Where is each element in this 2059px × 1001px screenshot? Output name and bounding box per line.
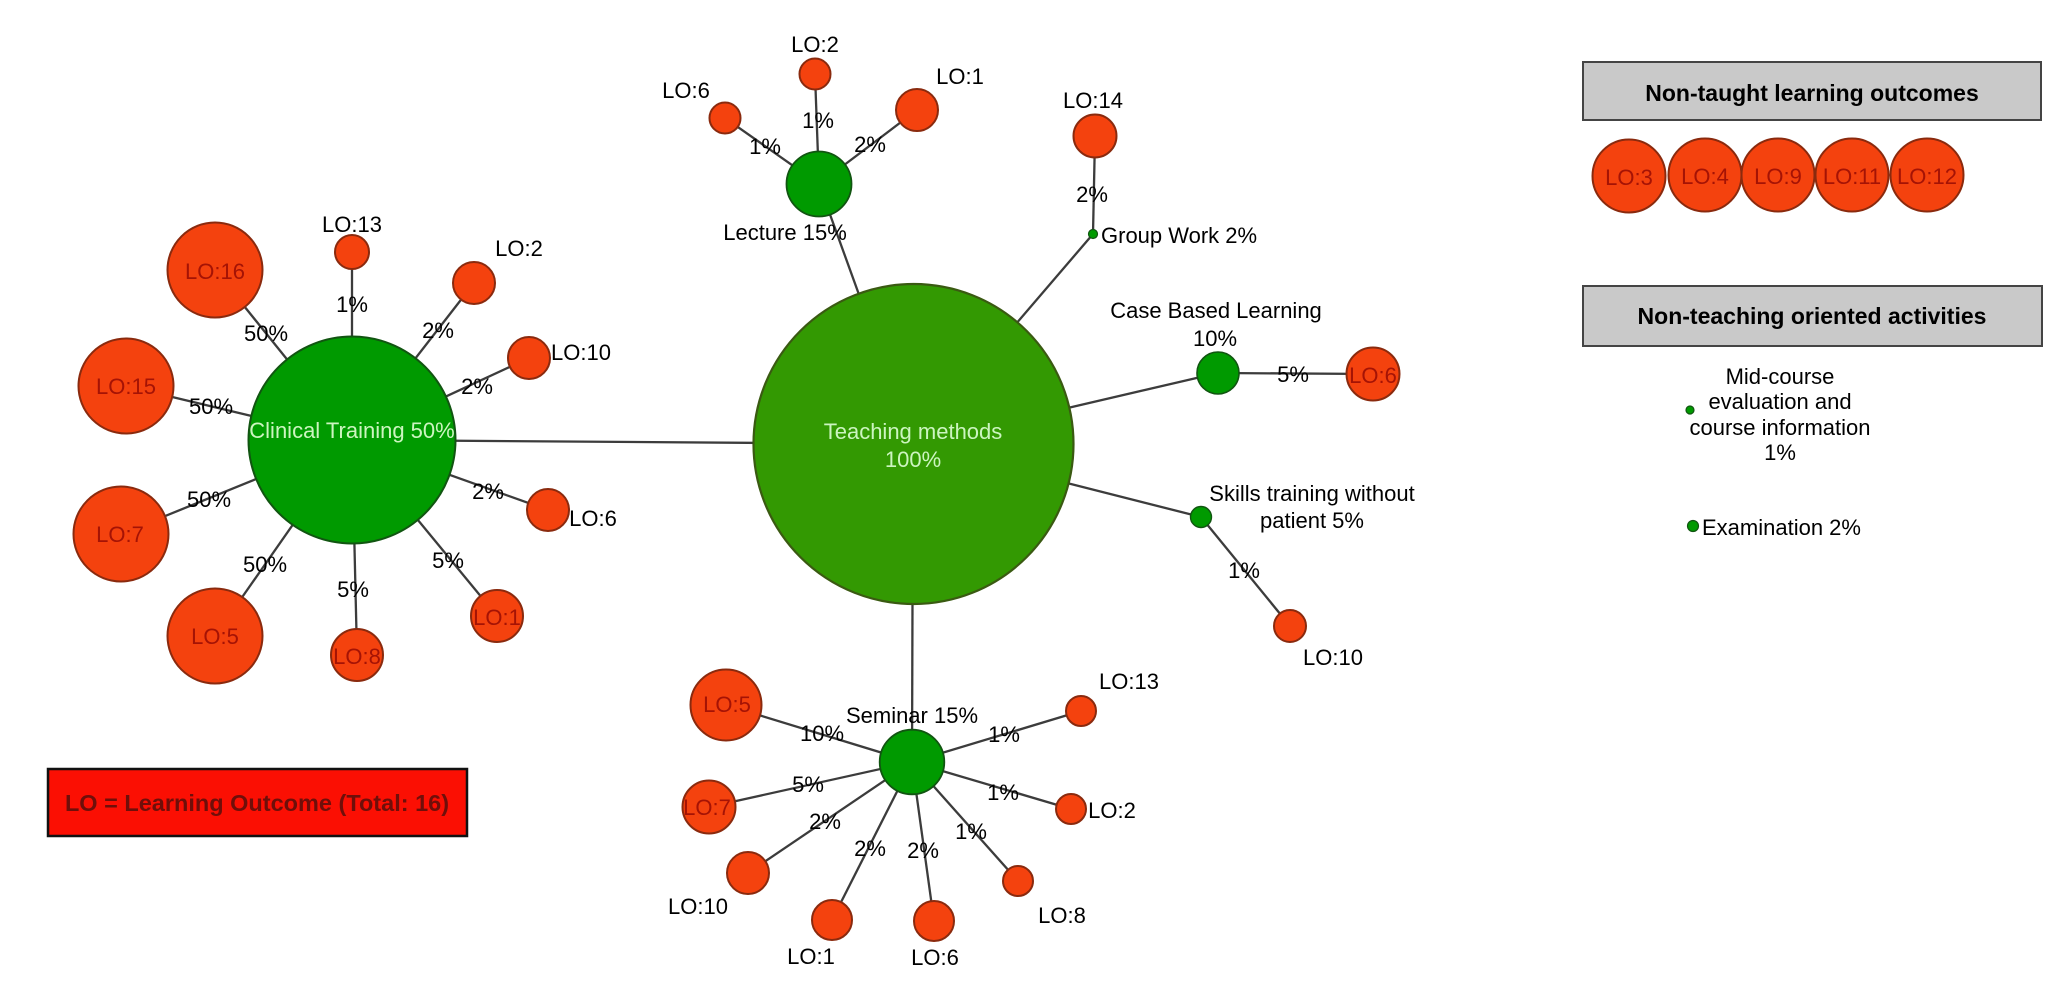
svg-text:Non-teaching oriented activiti: Non-teaching oriented activities	[1638, 303, 1987, 329]
svg-text:LO:1: LO:1	[936, 64, 984, 89]
svg-text:5%: 5%	[432, 548, 464, 573]
svg-text:2%: 2%	[809, 809, 841, 834]
svg-text:10%: 10%	[1193, 326, 1237, 351]
svg-text:2%: 2%	[422, 318, 454, 343]
svg-text:1%: 1%	[1764, 440, 1796, 465]
svg-text:2%: 2%	[854, 836, 886, 861]
svg-text:LO:11: LO:11	[1823, 164, 1881, 189]
svg-text:LO:8: LO:8	[333, 644, 381, 669]
svg-text:1%: 1%	[987, 780, 1019, 805]
svg-text:Group Work 2%: Group Work 2%	[1101, 223, 1257, 248]
svg-text:50%: 50%	[244, 321, 288, 346]
svg-text:LO:13: LO:13	[322, 212, 382, 237]
svg-text:LO:14: LO:14	[1063, 88, 1123, 113]
svg-text:1%: 1%	[955, 819, 987, 844]
svg-text:Clinical Training 50%: Clinical Training 50%	[249, 418, 454, 443]
svg-text:2%: 2%	[907, 838, 939, 863]
svg-text:Lecture 15%: Lecture 15%	[723, 220, 847, 245]
svg-text:LO:9: LO:9	[1754, 164, 1802, 189]
svg-text:Teaching methods: Teaching methods	[824, 419, 1003, 444]
svg-text:1%: 1%	[988, 722, 1020, 747]
svg-text:LO:3: LO:3	[1605, 165, 1653, 190]
svg-text:LO:6: LO:6	[662, 78, 710, 103]
svg-text:course information: course information	[1690, 415, 1871, 440]
svg-text:LO = Learning Outcome (Total:: LO = Learning Outcome (Total: 16)	[65, 790, 449, 816]
svg-text:50%: 50%	[187, 487, 231, 512]
svg-text:50%: 50%	[243, 552, 287, 577]
svg-text:Skills training without: Skills training without	[1209, 481, 1414, 506]
svg-text:LO:13: LO:13	[1099, 669, 1159, 694]
svg-text:LO:6: LO:6	[569, 506, 617, 531]
svg-text:LO:7: LO:7	[96, 522, 144, 547]
svg-text:5%: 5%	[1277, 362, 1309, 387]
svg-text:1%: 1%	[749, 134, 781, 159]
svg-text:LO:16: LO:16	[185, 259, 245, 284]
svg-text:LO:1: LO:1	[473, 605, 521, 630]
svg-text:LO:10: LO:10	[668, 894, 728, 919]
svg-text:2%: 2%	[854, 132, 886, 157]
svg-text:5%: 5%	[792, 772, 824, 797]
svg-text:LO:7: LO:7	[683, 795, 731, 820]
svg-text:LO:5: LO:5	[703, 692, 751, 717]
svg-text:LO:1: LO:1	[787, 944, 835, 969]
svg-text:1%: 1%	[336, 292, 368, 317]
svg-text:LO:10: LO:10	[1303, 645, 1363, 670]
svg-text:LO:15: LO:15	[96, 374, 156, 399]
svg-text:Mid-course: Mid-course	[1726, 364, 1835, 389]
svg-text:LO:5: LO:5	[191, 624, 239, 649]
svg-text:2%: 2%	[472, 479, 504, 504]
svg-text:LO:2: LO:2	[495, 236, 543, 261]
svg-text:LO:4: LO:4	[1681, 164, 1729, 189]
svg-text:Examination 2%: Examination 2%	[1702, 515, 1861, 540]
svg-text:LO:2: LO:2	[1088, 798, 1136, 823]
svg-text:LO:8: LO:8	[1038, 903, 1086, 928]
svg-text:10%: 10%	[800, 721, 844, 746]
svg-text:100%: 100%	[885, 447, 941, 472]
svg-text:LO:12: LO:12	[1897, 164, 1957, 189]
svg-text:LO:2: LO:2	[791, 32, 839, 57]
svg-text:LO:6: LO:6	[911, 945, 959, 970]
svg-text:1%: 1%	[802, 108, 834, 133]
svg-text:2%: 2%	[1076, 182, 1108, 207]
svg-text:LO:6: LO:6	[1349, 363, 1397, 388]
svg-text:2%: 2%	[461, 374, 493, 399]
svg-text:Seminar 15%: Seminar 15%	[846, 703, 978, 728]
svg-text:patient 5%: patient 5%	[1260, 508, 1364, 533]
svg-text:Non-taught learning outcomes: Non-taught learning outcomes	[1645, 80, 1979, 106]
svg-text:1%: 1%	[1228, 558, 1260, 583]
svg-text:Case Based Learning: Case Based Learning	[1110, 298, 1322, 323]
svg-text:evaluation and: evaluation and	[1708, 389, 1851, 414]
svg-text:LO:10: LO:10	[551, 340, 611, 365]
svg-text:5%: 5%	[337, 577, 369, 602]
svg-text:50%: 50%	[189, 394, 233, 419]
